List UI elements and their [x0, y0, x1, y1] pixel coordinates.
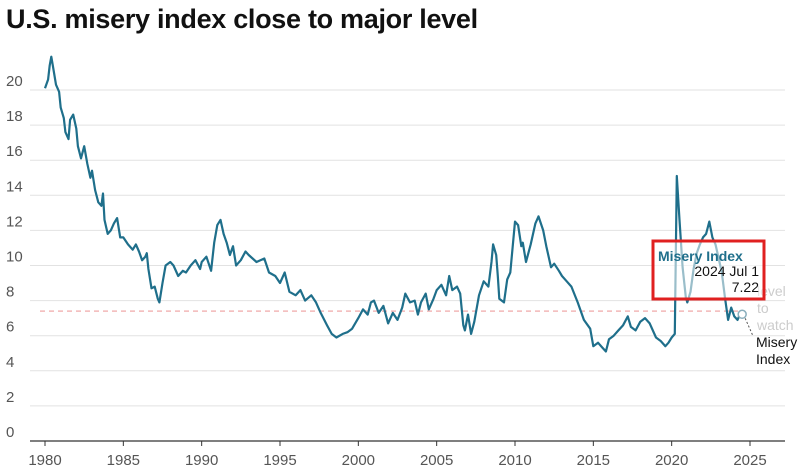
reference-label-line-2: watch: [756, 317, 794, 333]
x-tick-label-2020: 2020: [655, 452, 688, 469]
y-tick-label-0: 0: [6, 424, 14, 441]
y-tick-label-8: 8: [6, 284, 14, 301]
last-point-marker: [737, 309, 747, 320]
y-axis-ticks: 0 2 4 6 8 10 12 14 16 18 20: [6, 73, 23, 441]
series-label-line-0: Misery: [756, 334, 797, 350]
y-tick-label-14: 14: [6, 178, 23, 195]
x-tick-label-1995: 1995: [263, 452, 296, 469]
y-tick-label-2: 2: [6, 389, 14, 406]
chart-title: U.S. misery index close to major level: [6, 4, 478, 34]
x-tick-label-2015: 2015: [577, 452, 610, 469]
x-tick-label-2025: 2025: [733, 452, 766, 469]
tooltip-highlight-box: [651, 239, 766, 301]
series-label-leader: [744, 318, 754, 337]
x-tick-label-1985: 1985: [107, 452, 140, 469]
y-tick-label-20: 20: [6, 73, 23, 90]
y-tick-label-10: 10: [6, 249, 23, 266]
tooltip-value: 7.22: [732, 279, 759, 295]
reference-label-line-1: to: [757, 300, 769, 316]
y-tick-label-18: 18: [6, 108, 23, 125]
x-tick-label-1980: 1980: [28, 452, 61, 469]
tooltip-date: 2024 Jul 1: [694, 263, 759, 279]
x-tick-label-2005: 2005: [420, 452, 453, 469]
tooltip-background: [653, 241, 764, 299]
tooltip-title: Misery Index: [658, 248, 743, 264]
x-axis-ticks: 1980 1985 1990 1995 2000 2005 2010 2015 2020 2025: [28, 441, 767, 469]
series-line-misery-index: [43, 55, 743, 353]
y-tick-label-16: 16: [6, 143, 23, 160]
series-lines: [43, 55, 743, 353]
grid-lines: [30, 89, 785, 442]
x-tick-label-2000: 2000: [342, 452, 375, 469]
series-label-line-1: Index: [756, 351, 790, 367]
x-tick-label-1990: 1990: [185, 452, 218, 469]
y-tick-label-12: 12: [6, 213, 23, 230]
x-tick-label-2010: 2010: [498, 452, 531, 469]
y-tick-label-4: 4: [6, 354, 14, 371]
y-tick-label-6: 6: [6, 319, 14, 336]
